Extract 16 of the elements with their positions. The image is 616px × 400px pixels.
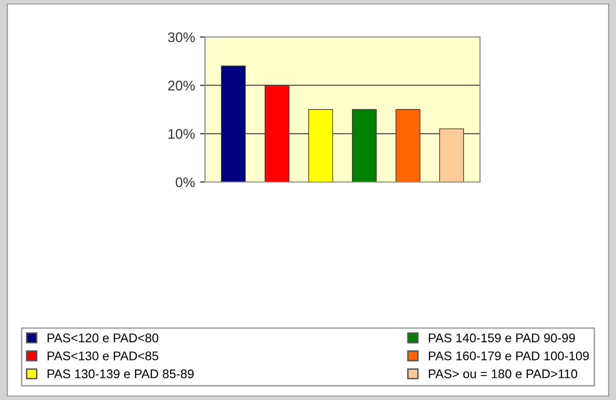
legend-label: PAS<120 e PAD<80	[48, 333, 158, 342]
bar	[352, 109, 377, 182]
legend-label: PAS> ou = 180 e PAD>110	[428, 369, 578, 378]
bar	[221, 66, 246, 182]
legend-label: PAS 130-139 e PAD 85-89	[48, 369, 194, 378]
y-tick-label: 10%	[168, 129, 195, 139]
y-tick-label: 20%	[168, 80, 195, 91]
bar	[439, 128, 464, 182]
legend-label: PAS<130 e PAD<85	[48, 351, 158, 360]
legend-label: PAS 160-179 e PAD 100-109	[428, 351, 589, 360]
bar	[264, 84, 290, 182]
legend-label: PAS 140-159 e PAD 90-99	[428, 333, 575, 342]
bar	[308, 109, 334, 182]
y-tick-label: 30%	[168, 32, 195, 42]
y-tick-label: 0%	[176, 177, 195, 188]
bar	[396, 109, 420, 182]
